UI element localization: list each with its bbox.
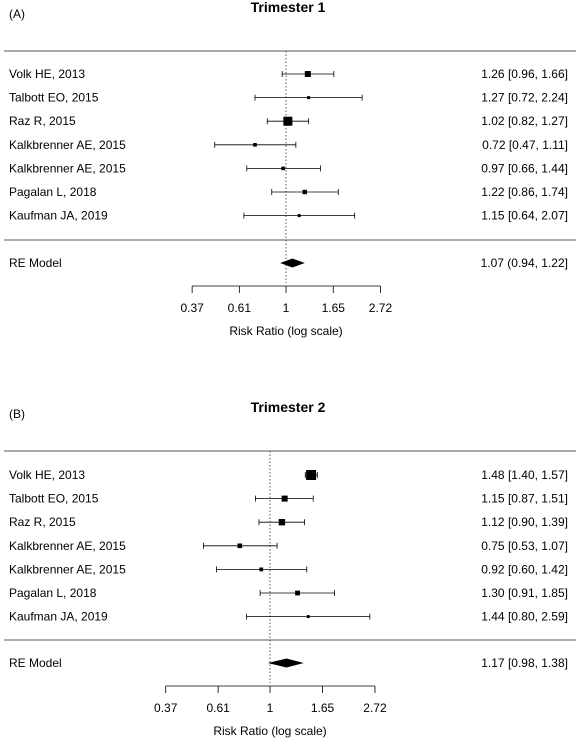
x-tick-label: 0.61 bbox=[228, 301, 252, 315]
study-label: Volk HE, 2013 bbox=[9, 468, 85, 482]
forest-panel-a: (A) Trimester 1 Volk HE, 2013 1.26 [0.96, 1… bbox=[4, 0, 576, 338]
study-label: Kaufman JA, 2019 bbox=[9, 209, 108, 223]
point-estimate bbox=[283, 116, 293, 126]
ci-text: 1.44 [0.80, 2.59] bbox=[481, 610, 568, 624]
panel-label: (B) bbox=[9, 407, 25, 421]
summary-row: RE Model 1.17 [0.98, 1.38] bbox=[9, 656, 568, 670]
study-label: Kalkbrenner AE, 2015 bbox=[9, 539, 126, 553]
point-estimate bbox=[297, 214, 301, 218]
summary-label: RE Model bbox=[9, 256, 62, 270]
point-estimate bbox=[253, 143, 257, 147]
summary-label: RE Model bbox=[9, 656, 62, 670]
ci-text: 1.12 [0.90, 1.39] bbox=[481, 515, 568, 529]
ci-text: 0.92 [0.60, 1.42] bbox=[481, 562, 568, 576]
study-row: Kalkbrenner AE, 2015 0.97 [0.66, 1.44] bbox=[9, 161, 568, 175]
study-label: Talbott EO, 2015 bbox=[9, 91, 99, 105]
summary-row: RE Model 1.07 (0.94, 1.22] bbox=[9, 256, 568, 270]
study-label: Talbott EO, 2015 bbox=[9, 492, 99, 506]
ci-text: 0.72 [0.47, 1.11] bbox=[482, 138, 568, 152]
study-row: Pagalan L, 2018 1.30 [0.91, 1.85] bbox=[9, 586, 568, 600]
ci-text: 1.15 [0.64, 2.07] bbox=[481, 209, 568, 223]
x-axis: 0.37 0.61 1 1.65 2.72 Risk Ratio (log scale) bbox=[154, 685, 387, 738]
forest-panel-b: (B) Trimester 2 Volk HE, 2013 1.48 [1.40, 1… bbox=[4, 399, 576, 738]
ci-text: 0.75 [0.53, 1.07] bbox=[481, 539, 568, 553]
x-tick-label: 2.72 bbox=[369, 301, 393, 315]
x-axis: 0.37 0.61 1 1.65 2.72 Risk Ratio (log scale) bbox=[180, 285, 393, 338]
x-tick-label: 1 bbox=[283, 301, 290, 315]
study-row: Kaufman JA, 2019 1.44 [0.80, 2.59] bbox=[9, 610, 568, 624]
summary-diamond bbox=[267, 658, 304, 668]
study-label: Raz R, 2015 bbox=[9, 114, 76, 128]
point-estimate bbox=[307, 96, 311, 100]
study-label: Pagalan L, 2018 bbox=[9, 586, 97, 600]
study-row: Kaufman JA, 2019 1.15 [0.64, 2.07] bbox=[9, 209, 568, 223]
study-label: Kalkbrenner AE, 2015 bbox=[9, 562, 126, 576]
chart-title: Trimester 2 bbox=[251, 399, 326, 415]
point-estimate bbox=[281, 166, 285, 171]
ci-text: 1.27 [0.72, 2.24] bbox=[481, 91, 568, 105]
point-estimate bbox=[306, 470, 317, 480]
x-tick-label: 1.65 bbox=[311, 701, 335, 715]
study-row: Raz R, 2015 1.02 [0.82, 1.27] bbox=[9, 114, 568, 128]
summary-ci-text: 1.07 (0.94, 1.22] bbox=[481, 256, 568, 270]
summary-ci-text: 1.17 [0.98, 1.38] bbox=[481, 656, 568, 670]
point-estimate bbox=[281, 495, 288, 502]
point-estimate bbox=[237, 543, 243, 549]
study-label: Kalkbrenner AE, 2015 bbox=[9, 161, 126, 175]
point-estimate bbox=[304, 71, 311, 77]
study-row: Talbott EO, 2015 1.27 [0.72, 2.24] bbox=[9, 91, 568, 105]
point-estimate bbox=[306, 615, 310, 619]
study-row: Talbott EO, 2015 1.15 [0.87, 1.51] bbox=[9, 492, 568, 506]
study-label: Pagalan L, 2018 bbox=[9, 185, 97, 199]
point-estimate bbox=[295, 590, 300, 596]
ci-text: 1.15 [0.87, 1.51] bbox=[481, 492, 568, 506]
summary-diamond bbox=[280, 258, 305, 268]
study-label: Kaufman JA, 2019 bbox=[9, 610, 108, 624]
study-row: Kalkbrenner AE, 2015 0.75 [0.53, 1.07] bbox=[9, 539, 568, 553]
chart-title: Trimester 1 bbox=[251, 0, 326, 15]
study-row: Pagalan L, 2018 1.22 [0.86, 1.74] bbox=[9, 185, 568, 199]
ci-text: 1.02 [0.82, 1.27] bbox=[481, 114, 568, 128]
ci-text: 0.97 [0.66, 1.44] bbox=[481, 161, 568, 175]
study-row: Volk HE, 2013 1.26 [0.96, 1.66] bbox=[9, 67, 568, 81]
study-row: Kalkbrenner AE, 2015 0.92 [0.60, 1.42] bbox=[9, 562, 568, 576]
x-tick-label: 1 bbox=[267, 701, 274, 715]
panel-label: (A) bbox=[9, 7, 25, 21]
ci-text: 1.22 [0.86, 1.74] bbox=[481, 185, 568, 199]
point-estimate bbox=[278, 519, 286, 526]
x-tick-label: 0.37 bbox=[180, 301, 204, 315]
study-row: Raz R, 2015 1.12 [0.90, 1.39] bbox=[9, 515, 568, 529]
ci-text: 1.48 [1.40, 1.57] bbox=[481, 468, 568, 482]
study-label: Raz R, 2015 bbox=[9, 515, 76, 529]
point-estimate bbox=[302, 189, 307, 195]
x-axis-label: Risk Ratio (log scale) bbox=[213, 724, 326, 738]
study-label: Volk HE, 2013 bbox=[9, 67, 85, 81]
point-estimate bbox=[259, 567, 264, 572]
x-tick-label: 0.37 bbox=[154, 701, 178, 715]
ci-text: 1.26 [0.96, 1.66] bbox=[481, 67, 568, 81]
study-label: Kalkbrenner AE, 2015 bbox=[9, 138, 126, 152]
x-axis-label: Risk Ratio (log scale) bbox=[229, 324, 342, 338]
x-tick-label: 2.72 bbox=[363, 701, 387, 715]
x-tick-label: 0.61 bbox=[206, 701, 230, 715]
x-tick-label: 1.65 bbox=[322, 301, 346, 315]
study-row: Kalkbrenner AE, 2015 0.72 [0.47, 1.11] bbox=[9, 138, 568, 152]
ci-text: 1.30 [0.91, 1.85] bbox=[481, 586, 568, 600]
study-row: Volk HE, 2013 1.48 [1.40, 1.57] bbox=[9, 468, 568, 482]
